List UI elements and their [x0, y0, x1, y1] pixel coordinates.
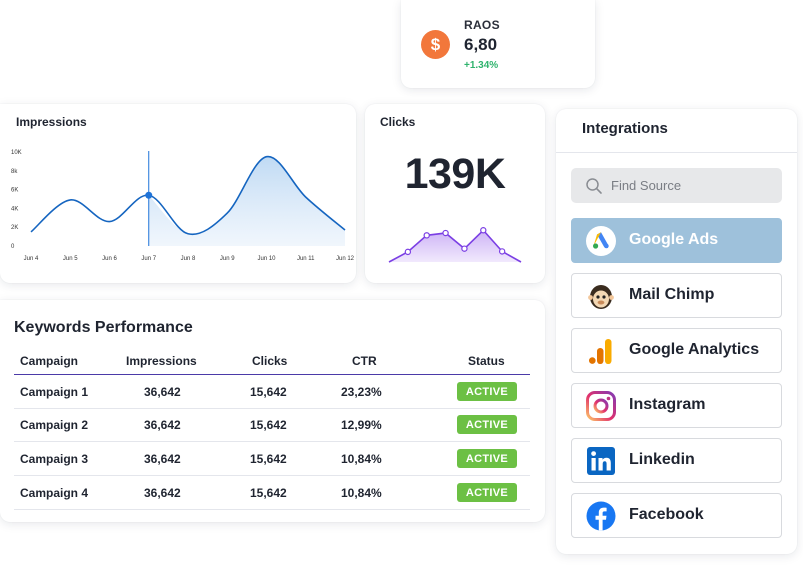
integrations-panel: Integrations Google Ads — [556, 109, 797, 554]
keywords-performance-card: Keywords Performance Campaign Impression… — [0, 300, 545, 522]
linkedin-icon — [586, 446, 616, 476]
status-badge: ACTIVE — [457, 415, 517, 434]
y-tick-label: 6K — [11, 188, 18, 194]
x-tick-label: Jun 12 — [336, 256, 355, 262]
source-facebook[interactable]: Facebook — [571, 493, 782, 538]
clicks-point — [404, 248, 412, 256]
search-icon — [586, 177, 602, 194]
clicks-sparkline — [388, 227, 522, 263]
impressions-area — [148, 156, 345, 246]
google-analytics-icon — [586, 336, 616, 366]
source-name: Mail Chimp — [629, 286, 715, 303]
col-header-clicks[interactable]: Clicks — [252, 354, 288, 368]
clicks-total: 139K — [404, 150, 506, 198]
integrations-divider — [556, 152, 797, 153]
col-header-impressions[interactable]: Impressions — [126, 354, 197, 368]
source-name: Google Analytics — [629, 341, 760, 358]
cell-ctr: 12,99% — [341, 418, 382, 432]
find-source-search[interactable] — [571, 168, 782, 203]
x-tick-label: Jun 6 — [102, 256, 117, 262]
source-name: Linkedin — [629, 451, 695, 468]
mailchimp-icon — [586, 281, 616, 311]
dollar-icon: $ — [421, 30, 450, 59]
facebook-icon — [586, 501, 616, 531]
source-linkedin[interactable]: Linkedin — [571, 438, 782, 483]
raos-value: 6,80 — [464, 35, 498, 54]
cell-ctr: 10,84% — [341, 452, 382, 466]
source-name: Google Ads — [629, 231, 719, 248]
source-mail-chimp[interactable]: Mail Chimp — [571, 273, 782, 318]
x-tick-label: Jun 11 — [297, 256, 315, 262]
instagram-icon — [586, 391, 616, 421]
impressions-line — [30, 155, 346, 236]
cell-clicks: 15,642 — [250, 385, 287, 399]
col-header-campaign[interactable]: Campaign — [20, 354, 79, 368]
cell-ctr: 10,84% — [341, 486, 382, 500]
cell-clicks: 15,642 — [250, 452, 287, 466]
y-tick-label: 10K — [11, 150, 22, 156]
clicks-line — [388, 229, 522, 263]
impressions-card: Impressions 10K 8k 6K 4K 2K 0 Jun 4 Jun 5 Jun 6… — [0, 104, 356, 283]
cell-ctr: 23,23% — [341, 385, 382, 399]
clicks-point — [442, 229, 449, 237]
y-tick-label: 0 — [11, 244, 15, 250]
status-badge: ACTIVE — [457, 483, 517, 502]
keywords-title: Keywords Performance — [14, 319, 193, 336]
x-tick-label: Jun 9 — [220, 256, 235, 262]
source-instagram[interactable]: Instagram — [571, 383, 782, 428]
cell-impressions: 36,642 — [144, 418, 181, 432]
source-google-ads[interactable]: Google Ads — [571, 218, 782, 263]
cell-campaign: Campaign 1 — [20, 385, 89, 399]
clicks-area — [389, 230, 521, 262]
source-name: Facebook — [629, 506, 704, 523]
clicks-point — [461, 245, 468, 252]
integrations-title: Integrations — [582, 120, 668, 137]
search-input[interactable] — [611, 178, 781, 193]
cell-impressions: 36,642 — [144, 452, 181, 466]
clicks-point — [480, 227, 487, 234]
cell-campaign: Campaign 2 — [20, 418, 89, 432]
x-tick-label: Jun 10 — [257, 256, 276, 262]
table-row[interactable]: Campaign 1 36,642 15,642 23,23% ACTIVE — [14, 375, 530, 409]
cell-campaign: Campaign 3 — [20, 452, 89, 466]
y-tick-label: 8k — [11, 169, 18, 175]
y-tick-label: 2K — [11, 225, 18, 231]
x-tick-label: Jun 7 — [141, 256, 156, 262]
source-name: Instagram — [629, 396, 706, 413]
col-header-status[interactable]: Status — [468, 354, 505, 368]
clicks-point — [498, 248, 506, 255]
cell-campaign: Campaign 4 — [20, 486, 89, 500]
table-row[interactable]: Campaign 4 36,642 15,642 10,84% ACTIVE — [14, 476, 530, 510]
x-tick-label: Jun 4 — [24, 256, 39, 262]
table-row[interactable]: Campaign 2 36,642 15,642 12,99% ACTIVE — [14, 408, 530, 442]
table-row[interactable]: Campaign 3 36,642 15,642 10,84% ACTIVE — [14, 442, 530, 476]
raos-label: RAOS — [464, 18, 500, 32]
cell-clicks: 15,642 — [250, 418, 287, 432]
impressions-highlight-point[interactable] — [145, 191, 153, 199]
table-header-divider — [14, 374, 530, 375]
raos-change: +1.34% — [464, 60, 499, 71]
impressions-chart: 10K 8k 6K 4K 2K 0 Jun 4 Jun 5 Jun 6 Jun 7 Jun 8 Ju… — [11, 150, 355, 262]
y-tick-label: 4K — [11, 206, 18, 212]
status-badge: ACTIVE — [457, 382, 517, 401]
clicks-card: Clicks 139K — [365, 104, 545, 283]
cell-impressions: 36,642 — [144, 385, 181, 399]
x-tick-label: Jun 5 — [63, 256, 78, 262]
google-ads-icon — [586, 226, 616, 256]
raos-card: $ RAOS 6,80 +1.34% — [401, 0, 595, 88]
status-badge: ACTIVE — [457, 449, 517, 468]
clicks-title: Clicks — [380, 115, 416, 129]
col-header-ctr[interactable]: CTR — [352, 354, 377, 368]
impressions-title: Impressions — [16, 115, 87, 129]
cell-impressions: 36,642 — [144, 486, 181, 500]
cell-clicks: 15,642 — [250, 486, 287, 500]
source-google-analytics[interactable]: Google Analytics — [571, 328, 782, 373]
x-tick-label: Jun 8 — [181, 256, 196, 262]
clicks-point — [423, 232, 430, 239]
